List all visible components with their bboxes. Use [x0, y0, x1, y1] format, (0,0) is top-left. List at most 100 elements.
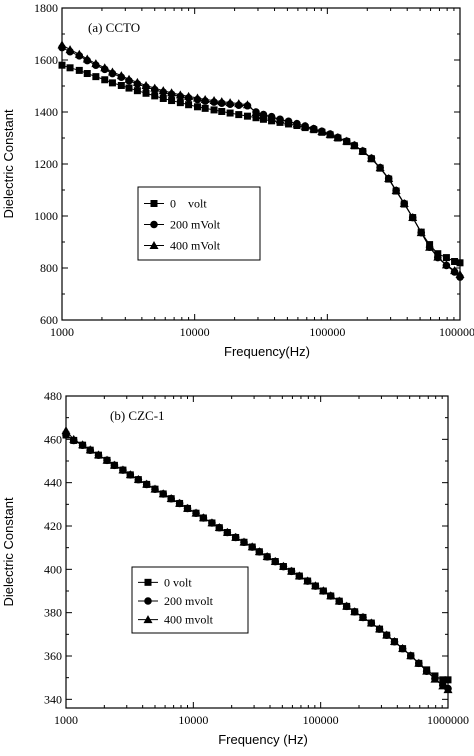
data-point: [83, 70, 91, 78]
y-tick-label: 1600: [34, 53, 58, 67]
data-point: [243, 112, 251, 120]
data-point: [176, 99, 184, 107]
x-tick-label: 1000: [50, 325, 74, 339]
x-tick-label: 1000000: [439, 325, 474, 339]
plot-frame: [65, 395, 449, 709]
y-tick-label: 420: [44, 519, 62, 533]
data-point: [268, 117, 276, 125]
data-point: [214, 523, 224, 532]
data-point: [142, 479, 152, 488]
plot-frame: [61, 7, 461, 321]
legend: 0 volt 200 mvolt 400 mvolt: [131, 566, 249, 634]
data-point: [294, 571, 304, 580]
data-point: [57, 40, 67, 49]
data-point: [259, 115, 267, 123]
legend: 0 volt 200 mVolt 400 mVolt: [137, 186, 261, 261]
data-point: [69, 434, 79, 443]
data-point: [151, 92, 159, 100]
y-tick-label: 460: [44, 432, 62, 446]
legend-marker: [144, 578, 152, 586]
legend-label: 400 mVolt: [170, 239, 221, 253]
data-point: [209, 96, 219, 105]
data-point: [168, 97, 176, 105]
panel-a-ccto: 1000 10000 100000 1000000 600 800 1000 1200 1400…: [1, 1, 474, 359]
data-point: [102, 455, 112, 464]
data-point: [101, 76, 109, 84]
data-point: [310, 581, 320, 590]
data-point: [225, 98, 235, 107]
data-point: [184, 91, 194, 100]
data-point: [349, 140, 359, 149]
data-point: [375, 163, 385, 172]
series-triangle: [57, 40, 465, 278]
data-point: [158, 86, 168, 95]
data-point: [317, 127, 327, 135]
data-point: [167, 88, 177, 97]
x-tick-label: 1000000: [427, 713, 469, 727]
data-point: [252, 114, 260, 122]
series-triangle: [61, 426, 453, 694]
data-point: [450, 266, 460, 275]
data-point: [451, 258, 459, 265]
legend-label: 0 volt: [170, 197, 207, 211]
y-tick-label: 360: [44, 649, 62, 663]
data-point: [433, 252, 443, 261]
legend-marker: [149, 241, 159, 249]
data-point: [183, 503, 193, 512]
data-point: [118, 465, 128, 474]
legend-marker: [144, 597, 152, 605]
data-point: [82, 54, 92, 63]
data-point: [166, 493, 176, 502]
data-point: [278, 561, 288, 570]
data-point: [438, 681, 448, 690]
panel-b-czc1: 1000 10000 100000 1000000 340 360 380 400 420 440…: [1, 389, 469, 747]
y-tick-label: 400: [44, 562, 62, 576]
y-tick-label: 600: [40, 313, 58, 327]
data-point: [247, 542, 257, 551]
data-point: [226, 109, 234, 117]
data-point: [94, 450, 104, 459]
data-point: [192, 93, 202, 102]
x-tick-label: 10000: [178, 713, 208, 727]
data-point: [185, 101, 193, 109]
y-tick-label: 480: [44, 389, 62, 403]
data-point: [430, 674, 440, 683]
data-point: [318, 586, 328, 595]
data-point: [133, 474, 143, 483]
data-point: [175, 90, 185, 99]
data-point: [455, 270, 465, 278]
data-point: [408, 213, 418, 222]
data-point: [439, 676, 447, 684]
data-point: [326, 591, 336, 600]
data-point: [210, 106, 218, 114]
data-point: [384, 174, 394, 183]
x-axis-title: Frequency (Hz): [218, 732, 308, 747]
data-point: [91, 59, 101, 68]
data-point: [398, 643, 408, 652]
data-point: [201, 104, 209, 112]
legend-marker: [150, 220, 158, 229]
y-tick-label: 800: [40, 261, 58, 275]
legend-marker: [143, 615, 153, 624]
y-tick-label: 340: [44, 692, 62, 706]
x-axis-title: Frequency(Hz): [224, 344, 310, 359]
data-point: [366, 153, 376, 162]
series-circle: [58, 43, 464, 281]
x-tick-label: 10000: [180, 325, 210, 339]
data-point: [124, 74, 134, 83]
data-point: [116, 71, 126, 80]
y-tick-label: 1800: [34, 1, 58, 15]
data-point: [444, 676, 452, 684]
y-tick-label: 1000: [34, 209, 58, 223]
data-point: [300, 121, 310, 130]
data-point: [251, 108, 261, 117]
data-point: [358, 146, 368, 155]
data-point: [125, 470, 135, 479]
data-point: [78, 440, 88, 449]
data-point: [159, 94, 167, 102]
data-point: [239, 537, 249, 546]
data-point: [218, 107, 226, 115]
series-line: [61, 64, 461, 264]
data-point: [65, 45, 75, 54]
